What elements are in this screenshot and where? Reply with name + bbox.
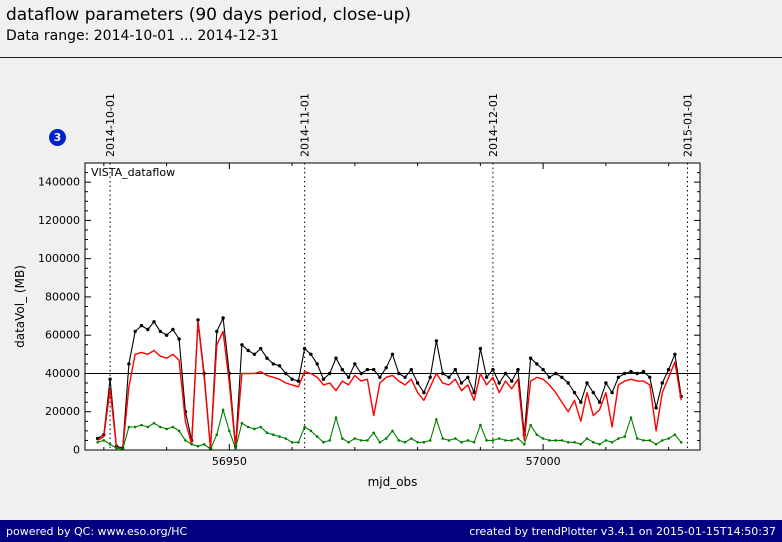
svg-text:VISTA_dataflow: VISTA_dataflow (91, 166, 175, 179)
svg-text:mjd_obs: mjd_obs (368, 475, 418, 489)
header: dataflow parameters (90 days period, clo… (0, 0, 782, 58)
svg-text:60000: 60000 (45, 329, 80, 342)
svg-text:57000: 57000 (526, 455, 561, 468)
footer-right-text: created by trendPlotter v3.4.1 on 2015-0… (469, 524, 776, 538)
svg-text:0: 0 (73, 444, 80, 457)
data-range-subtitle: Data range: 2014-10-01 ... 2014-12-31 (6, 27, 279, 44)
svg-text:2014-12-01: 2014-12-01 (487, 93, 500, 157)
svg-text:dataVol_ (MB): dataVol_ (MB) (13, 265, 27, 348)
page-title: dataflow parameters (90 days period, clo… (6, 5, 411, 25)
svg-text:56950: 56950 (212, 455, 247, 468)
footer-left-text: powered by QC: www.eso.org/HC (6, 524, 188, 538)
svg-text:2014-11-01: 2014-11-01 (298, 93, 311, 157)
svg-text:100000: 100000 (38, 252, 80, 265)
svg-text:140000: 140000 (38, 176, 80, 189)
step-badge[interactable]: 3 (49, 129, 66, 146)
footer-bar: powered by QC: www.eso.org/HC created by… (0, 520, 782, 542)
svg-text:80000: 80000 (45, 290, 80, 303)
svg-text:120000: 120000 (38, 214, 80, 227)
svg-text:2015-01-01: 2015-01-01 (681, 93, 694, 157)
dataflow-chart: 2014-10-01 2014-11-01 2014-12-01 2015-01-01… (13, 93, 701, 489)
svg-text:20000: 20000 (45, 405, 80, 418)
svg-text:40000: 40000 (45, 367, 80, 380)
svg-text:2014-10-01: 2014-10-01 (104, 93, 117, 157)
chart-area: 2014-10-01 2014-11-01 2014-12-01 2015-01-01… (0, 58, 782, 520)
